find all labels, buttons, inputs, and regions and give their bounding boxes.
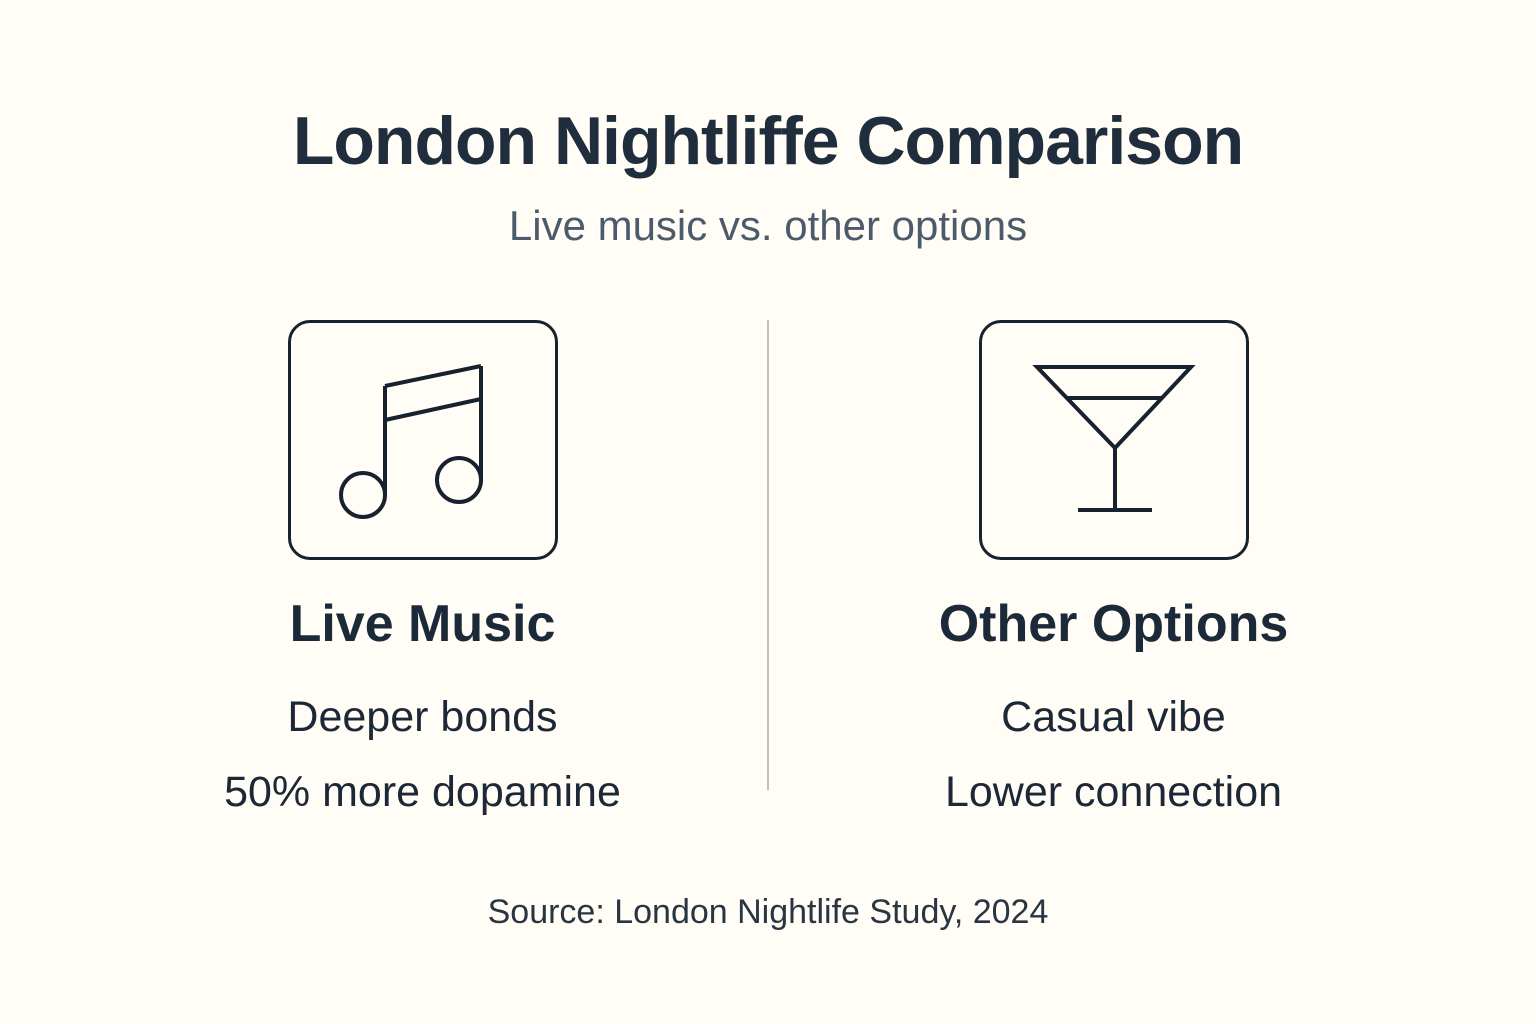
column-other-options: Other Options Casual vibe Lower connecti… [769, 320, 1458, 817]
page-title: London Nightliffe Comparison [292, 103, 1244, 179]
martini-icon-box [978, 320, 1249, 560]
comparison-section: Live Music Deeper bonds 50% more dopamin… [78, 320, 1458, 817]
page-subtitle: Live music vs. other options [508, 202, 1028, 249]
music-icon-box [287, 320, 558, 560]
music-note-icon [338, 364, 483, 519]
column-heading-other-options: Other Options [938, 595, 1289, 653]
detail-line: Lower connection [944, 768, 1283, 816]
column-live-music: Live Music Deeper bonds 50% more dopamin… [78, 320, 767, 817]
martini-glass-icon [1031, 365, 1196, 512]
vertical-divider [767, 320, 769, 790]
detail-line: Deeper bonds [287, 693, 558, 741]
detail-line: 50% more dopamine [224, 768, 621, 816]
source-text: Source: London Nightlife Study, 2024 [487, 893, 1049, 931]
detail-line: Casual vibe [1001, 693, 1226, 741]
column-heading-live-music: Live Music [289, 595, 556, 653]
